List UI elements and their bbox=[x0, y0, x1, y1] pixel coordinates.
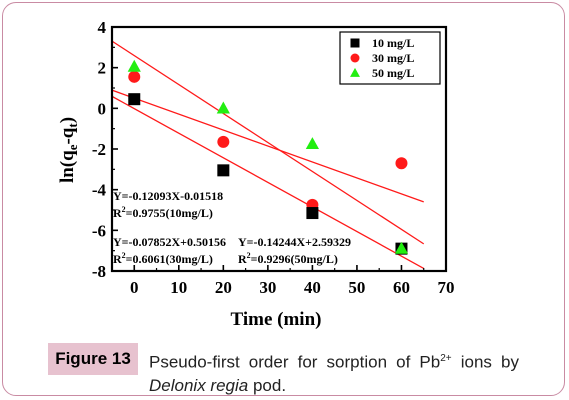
legend-label: 30 mg/L bbox=[372, 51, 414, 65]
data-point-square bbox=[217, 164, 230, 177]
x-tick-label: 40 bbox=[304, 278, 321, 297]
legend-marker-square bbox=[350, 38, 360, 48]
fit-lines bbox=[112, 40, 425, 270]
x-tick-label: 20 bbox=[215, 278, 232, 297]
x-axis-label: Time (min) bbox=[231, 309, 322, 330]
annotation-30mgL: Y=-0.07852X+0.50156 R2=0.6061(30mg/L) bbox=[113, 235, 226, 266]
legend-marker-circle bbox=[350, 53, 360, 63]
x-tick-label: 10 bbox=[170, 278, 187, 297]
figure-frame bbox=[2, 2, 565, 396]
legend-label: 10 mg/L bbox=[372, 36, 414, 50]
scatter-chart: 0 10 20 30 40 50 60 70 -8 -6 -4 -2 0 2 4 Time (min) ln… bbox=[57, 18, 455, 330]
fit-line-10mgL bbox=[112, 95, 425, 270]
y-tick-label: 2 bbox=[98, 59, 107, 78]
y-tick-label: 0 bbox=[98, 99, 107, 118]
fit-equation-50mgL: Y=-0.14244X+2.59329 bbox=[238, 235, 351, 249]
y-tick-label: -2 bbox=[92, 140, 106, 159]
data-point-circle bbox=[128, 70, 141, 83]
fit-line-30mgL bbox=[112, 89, 424, 203]
x-tick-label: 60 bbox=[393, 278, 410, 297]
x-tick-label: 70 bbox=[438, 278, 455, 297]
legend: 10 mg/L30 mg/L50 mg/L bbox=[339, 31, 441, 85]
y-tick-label: -6 bbox=[92, 221, 106, 240]
data-point-triangle bbox=[216, 101, 230, 114]
x-tick-label: 50 bbox=[348, 278, 365, 297]
figure-label: Figure 13 bbox=[48, 343, 138, 375]
data-point-circle bbox=[395, 157, 408, 170]
r2-30mgL: R2=0.6061(30mg/L) bbox=[113, 251, 213, 266]
data-point-triangle bbox=[305, 137, 319, 150]
y-tick-label: 4 bbox=[98, 18, 107, 37]
legend-marker-triangle bbox=[350, 67, 360, 77]
y-tick-label: -8 bbox=[92, 262, 106, 281]
data-point-triangle bbox=[127, 59, 141, 72]
data-markers bbox=[127, 59, 409, 255]
x-tick-label: 30 bbox=[259, 278, 276, 297]
r2-50mgL: R2=0.9296(50mg/L) bbox=[238, 251, 338, 266]
y-tick-label: -4 bbox=[92, 181, 107, 200]
legend-label: 50 mg/L bbox=[372, 66, 414, 80]
data-point-circle bbox=[217, 135, 230, 148]
caption-text: Pseudo-first order for sorption of Pb2+ … bbox=[149, 352, 519, 395]
annotation-50mgL: Y=-0.14244X+2.59329 R2=0.9296(50mg/L) bbox=[238, 235, 351, 266]
data-point-triangle bbox=[394, 241, 409, 254]
fit-equation-10mgL: Y=-0.12093X-0.01518 bbox=[113, 189, 223, 203]
annotation-10mgL: Y=-0.12093X-0.01518 R2=0.9755(10mg/L) bbox=[113, 189, 223, 220]
fit-equation-30mgL: Y=-0.07852X+0.50156 bbox=[113, 235, 226, 249]
x-tick-label: 0 bbox=[130, 278, 139, 297]
axis-ticks: 0 10 20 30 40 50 60 70 -8 -6 -4 -2 0 2 4 bbox=[92, 18, 455, 297]
r2-10mgL: R2=0.9755(10mg/L) bbox=[113, 205, 213, 220]
y-axis-label: ln(qe-qt) bbox=[57, 117, 80, 183]
data-point-square bbox=[128, 93, 141, 106]
data-point-square bbox=[306, 207, 319, 220]
fit-line-50mgL bbox=[112, 40, 425, 245]
